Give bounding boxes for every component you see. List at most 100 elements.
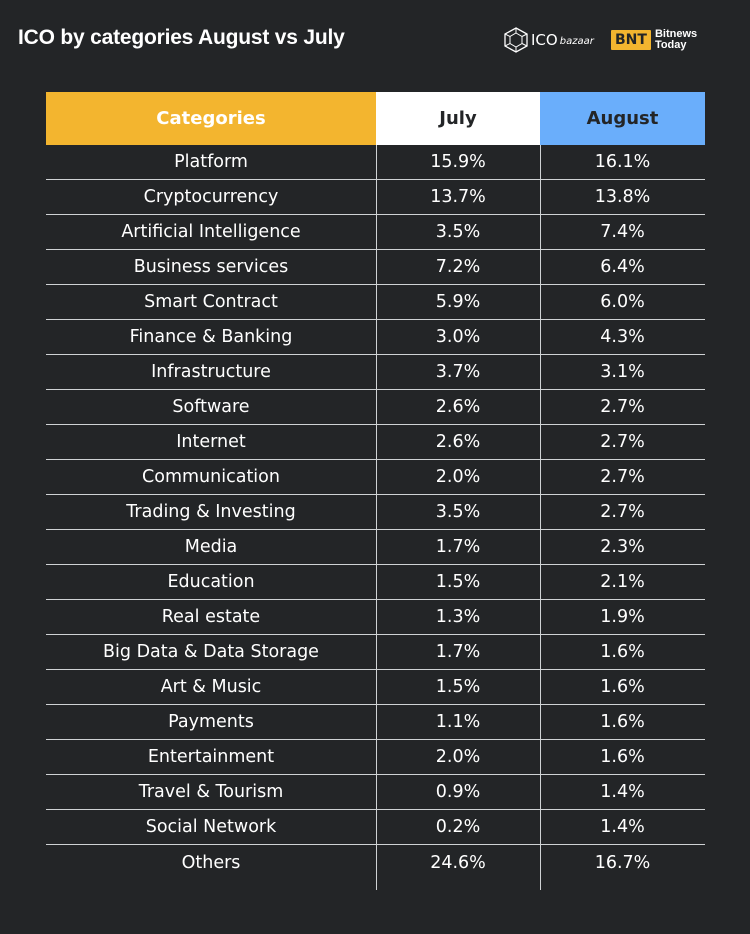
column-divider-2 (540, 145, 541, 890)
category-cell: Social Network (145, 817, 277, 837)
bnt-logo-line2: Today (654, 39, 687, 51)
july-value-cell: 0.9% (435, 782, 481, 802)
header-august: August (540, 92, 705, 145)
august-value-cell: 1.6% (600, 712, 645, 732)
august-value-cell: 1.4% (600, 817, 645, 837)
august-value-cell: 2.7% (600, 397, 645, 417)
july-value-cell: 2.0% (435, 747, 481, 767)
table-row: Big Data & Data Storage 1.7% 1.6% (46, 635, 705, 670)
august-value-cell: 16.1% (594, 152, 651, 172)
category-cell: Entertainment (147, 747, 275, 767)
header-july: July (376, 92, 540, 145)
table-row: Travel & Tourism 0.9% 1.4% (46, 775, 705, 810)
july-value-cell: 1.1% (435, 712, 481, 732)
table-row: Payments 1.1% 1.6% (46, 705, 705, 740)
category-cell: Media (184, 537, 238, 557)
table-row: Trading & Investing 3.5% 2.7% (46, 495, 705, 530)
july-value-cell: 1.5% (435, 677, 481, 697)
july-value-cell: 1.7% (435, 537, 481, 557)
table-row: Business services 7.2% 6.4% (46, 250, 705, 285)
icobazaar-logo-main: ICO (531, 31, 558, 49)
bnt-logo-box: BNT (611, 30, 651, 50)
august-value-cell: 16.7% (594, 852, 651, 873)
august-value-cell: 1.6% (600, 747, 645, 767)
august-value-cell: 1.9% (600, 607, 645, 627)
category-cell: Real estate (161, 607, 261, 627)
august-value-cell: 2.3% (600, 537, 645, 557)
table-header-row: Categories July August (46, 92, 705, 145)
table-row: Communication 2.0% 2.7% (46, 460, 705, 495)
august-value-cell: 6.4% (600, 257, 645, 277)
table-row: Internet 2.6% 2.7% (46, 425, 705, 460)
july-value-cell: 3.7% (435, 362, 481, 382)
july-value-cell: 1.3% (435, 607, 481, 627)
july-value-cell: 13.7% (430, 187, 486, 207)
category-cell: Education (167, 572, 255, 592)
icobazaar-logo: ICO bazaar (504, 27, 594, 53)
july-value-cell: 1.5% (435, 572, 481, 592)
august-value-cell: 2.7% (600, 467, 645, 487)
category-cell: Big Data & Data Storage (103, 642, 319, 662)
category-cell: Communication (142, 467, 280, 487)
august-value-cell: 2.1% (600, 572, 645, 592)
august-value-cell: 2.7% (600, 502, 645, 522)
august-value-cell: 13.8% (594, 187, 651, 207)
table-row: Art & Music 1.5% 1.6% (46, 670, 705, 705)
page-title: ICO by categories August vs July (18, 26, 345, 49)
table-row: Smart Contract 5.9% 6.0% (46, 285, 705, 320)
categories-table: Categories July August Platform 15.9% 16.1… (46, 92, 705, 889)
table-row: Artificial Intelligence 3.5% 7.4% (46, 215, 705, 250)
table-row: Social Network 0.2% 1.4% (46, 810, 705, 845)
july-value-cell: 24.6% (430, 852, 486, 873)
table-row: Entertainment 2.0% 1.6% (46, 740, 705, 775)
table-row: Platform 15.9% 16.1% (46, 145, 705, 180)
category-cell: Travel & Tourism (138, 782, 284, 802)
category-cell: Payments (168, 712, 254, 732)
july-value-cell: 2.6% (435, 432, 481, 452)
category-cell: Smart Contract (144, 292, 278, 312)
august-value-cell: 1.6% (600, 677, 645, 697)
july-value-cell: 15.9% (430, 152, 486, 172)
bnt-logo-line1: Bitnews (654, 28, 698, 40)
july-value-cell: 0.2% (435, 817, 481, 837)
column-divider-1 (376, 145, 377, 890)
bnt-logo-text: Bitnews Today (655, 29, 697, 51)
table-row: Cryptocurrency 13.7% 13.8% (46, 180, 705, 215)
table-row: Education 1.5% 2.1% (46, 565, 705, 600)
august-value-cell: 4.3% (600, 327, 645, 347)
july-value-cell: 2.0% (435, 467, 481, 487)
august-value-cell: 3.1% (600, 362, 645, 382)
table-row: Software 2.6% 2.7% (46, 390, 705, 425)
category-cell: Trading & Investing (126, 502, 296, 522)
category-cell: Art & Music (160, 677, 262, 697)
header-categories: Categories (46, 92, 376, 145)
category-cell: Platform (174, 152, 248, 172)
category-cell: Finance & Banking (129, 327, 293, 347)
table-row: Finance & Banking 3.0% 4.3% (46, 320, 705, 355)
july-value-cell: 1.7% (435, 642, 481, 662)
august-value-cell: 1.6% (600, 642, 645, 662)
bitnews-today-logo: BNT Bitnews Today (611, 29, 697, 51)
july-value-cell: 7.2% (435, 257, 481, 277)
july-value-cell: 5.9% (435, 292, 481, 312)
category-cell: Artificial Intelligence (121, 222, 301, 242)
category-cell: Infrastructure (151, 362, 271, 382)
july-value-cell: 3.0% (435, 327, 481, 347)
table-row: Infrastructure 3.7% 3.1% (46, 355, 705, 390)
category-cell: Business services (133, 257, 289, 277)
august-value-cell: 2.7% (600, 432, 645, 452)
july-value-cell: 2.6% (435, 397, 481, 417)
table-row: Media 1.7% 2.3% (46, 530, 705, 565)
august-value-cell: 1.4% (600, 782, 645, 802)
table-row: Others 24.6% 16.7% (46, 845, 705, 889)
category-cell: Others (181, 852, 241, 873)
august-value-cell: 6.0% (600, 292, 645, 312)
cube-logo-icon (504, 27, 528, 53)
category-cell: Software (172, 397, 250, 417)
table-body: Platform 15.9% 16.1% Cryptocurrency 13.7% 13.… (46, 145, 705, 889)
category-cell: Cryptocurrency (143, 187, 279, 207)
august-value-cell: 7.4% (600, 222, 645, 242)
table-row: Real estate 1.3% 1.9% (46, 600, 705, 635)
category-cell: Internet (176, 432, 246, 452)
july-value-cell: 3.5% (435, 502, 481, 522)
